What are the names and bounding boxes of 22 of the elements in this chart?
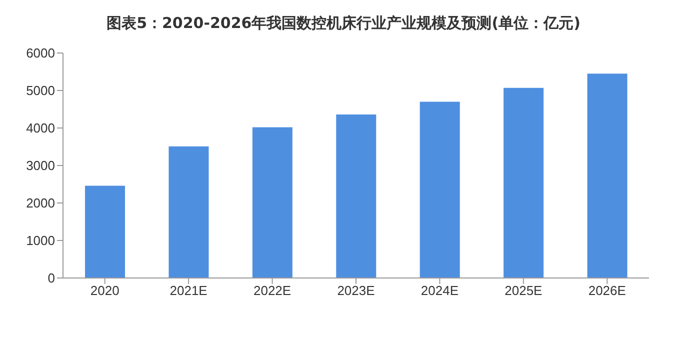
x-tick-label: 2025E [504,283,543,298]
x-tick-label: 2022E [253,283,292,298]
y-tick-label: 4000 [26,120,55,136]
y-tick-label: 2000 [26,196,55,211]
y-tick-label: 1000 [26,233,55,248]
x-tick-label: 2026E [588,283,626,298]
bar [168,146,209,278]
chart-title: 图表5：2020-2026年我国数控机床行业产业规模及预测(单位：亿元) [106,14,582,33]
x-tick-label: 2024E [420,283,459,298]
bar [587,74,628,278]
bar [420,102,460,278]
x-tick-label: 2023E [337,283,376,298]
y-tick-label: 0 [48,270,55,286]
y-tick-label: 3000 [26,158,55,174]
y-tick-label: 6000 [26,46,55,61]
bar [504,88,544,278]
bar [85,186,125,278]
y-tick-label: 5000 [26,83,55,98]
x-tick-label: 2020 [90,283,120,298]
bar [252,127,292,278]
bar [336,114,376,278]
x-tick-label: 2021E [170,283,208,298]
